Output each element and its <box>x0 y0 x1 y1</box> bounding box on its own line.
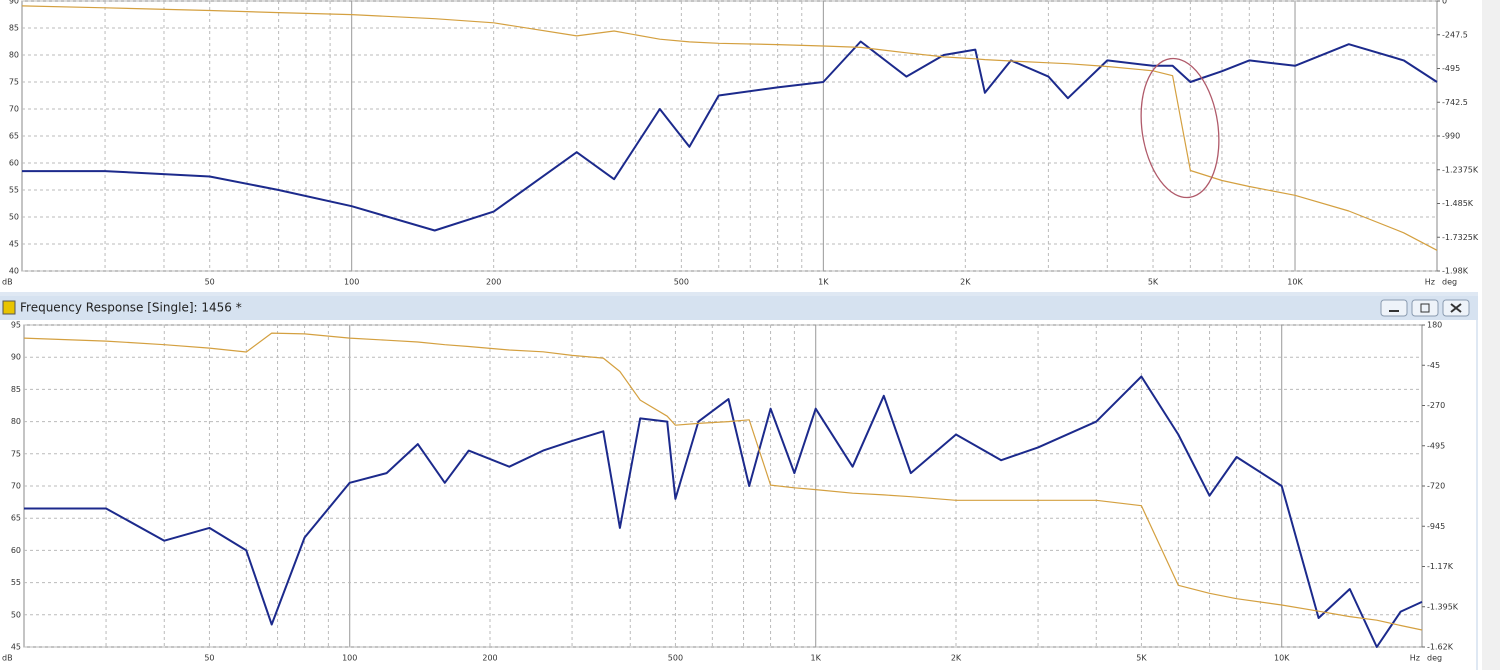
magnitude-line <box>24 375 1423 648</box>
y2-tick-label: -495 <box>1427 441 1445 450</box>
y-tick-label: 45 <box>9 240 19 249</box>
y2-tick-label: -742.5 <box>1442 98 1468 107</box>
x-tick-label: 50 <box>204 654 214 663</box>
y-tick-label: 70 <box>11 482 21 491</box>
x-tick-label: 10K <box>1274 654 1290 663</box>
y2-tick-label: -1.2375K <box>1442 165 1479 174</box>
y-tick-label: 40 <box>9 267 19 276</box>
x-tick-label: 5K <box>1148 278 1159 287</box>
close-icon <box>1450 303 1462 313</box>
y2-tick-label: -495 <box>1442 64 1460 73</box>
phase-line <box>21 5 1438 251</box>
y2-tick-label: -1.62K <box>1427 643 1454 652</box>
x-tick-label: 2K <box>960 278 971 287</box>
scrollbar[interactable] <box>1482 0 1500 670</box>
y2-tick-label: -1.17K <box>1427 562 1454 571</box>
y-tick-label: 55 <box>11 578 21 587</box>
y2-tick-label: -1.485K <box>1442 199 1474 208</box>
maximize-button[interactable] <box>1411 299 1439 317</box>
hand-drawn-circle <box>1140 57 1220 199</box>
y-tick-label: 85 <box>11 385 21 394</box>
y2-axis-unit: deg <box>1442 278 1457 287</box>
y2-tick-label: -720 <box>1427 482 1445 491</box>
x-tick-label: 100 <box>342 654 357 663</box>
y-tick-label: 95 <box>11 321 21 330</box>
y-axis-unit: dB <box>2 278 13 287</box>
x-tick-label: 200 <box>482 654 497 663</box>
y-tick-label: 50 <box>9 213 19 222</box>
y-tick-label: 60 <box>11 546 21 555</box>
y-tick-label: 80 <box>9 51 19 60</box>
x-tick-label: 5K <box>1136 654 1147 663</box>
y2-tick-label: 0 <box>1442 0 1447 6</box>
y2-axis-unit: deg <box>1427 654 1442 663</box>
charts: 50 100 200 500 1K 2K 5K 10K40455055606570758085… <box>2 0 1479 663</box>
y2-tick-label: -990 <box>1442 132 1460 141</box>
window-titlebar <box>0 296 1478 320</box>
y-tick-label: 65 <box>9 132 19 141</box>
x-tick-label: 200 <box>486 278 501 287</box>
y-axis-unit: dB <box>2 654 13 663</box>
y-tick-label: 75 <box>9 78 19 87</box>
window-icon <box>2 300 16 315</box>
y-tick-label: 90 <box>9 0 19 6</box>
x-axis-unit: Hz <box>1425 278 1435 287</box>
x-tick-label: 2K <box>951 654 962 663</box>
y-tick-label: 60 <box>9 159 19 168</box>
phase-line <box>23 332 1423 631</box>
x-tick-label: 500 <box>674 278 689 287</box>
y2-tick-label: -270 <box>1427 401 1445 410</box>
y2-tick-label: 180 <box>1427 321 1442 330</box>
x-tick-label: 1K <box>818 278 829 287</box>
y-tick-label: 50 <box>11 610 21 619</box>
y-tick-label: 45 <box>11 643 21 652</box>
x-tick-label: 500 <box>668 654 683 663</box>
x-tick-label: 1K <box>811 654 822 663</box>
y2-tick-label: -45 <box>1427 361 1440 370</box>
y-tick-label: 80 <box>11 417 21 426</box>
y-tick-label: 65 <box>11 514 21 523</box>
x-axis-unit: Hz <box>1410 654 1420 663</box>
window-title: Frequency Response [Single]: 1456 * <box>20 301 242 315</box>
y-tick-label: 70 <box>9 105 19 114</box>
x-tick-label: 10K <box>1287 278 1303 287</box>
y2-tick-label: -1.7325K <box>1442 233 1479 242</box>
y2-tick-label: -247.5 <box>1442 30 1468 39</box>
y-tick-label: 55 <box>9 186 19 195</box>
minimize-button[interactable] <box>1380 299 1408 317</box>
y2-tick-label: -1.395K <box>1427 602 1459 611</box>
x-tick-label: 100 <box>344 278 359 287</box>
x-tick-label: 50 <box>205 278 215 287</box>
y2-tick-label: -1.98K <box>1442 267 1469 276</box>
y-tick-label: 90 <box>11 353 21 362</box>
y-tick-label: 85 <box>9 24 19 33</box>
maximize-icon <box>1420 303 1430 313</box>
y2-tick-label: -945 <box>1427 522 1445 531</box>
y-tick-label: 75 <box>11 449 21 458</box>
magnitude-line <box>22 40 1438 232</box>
